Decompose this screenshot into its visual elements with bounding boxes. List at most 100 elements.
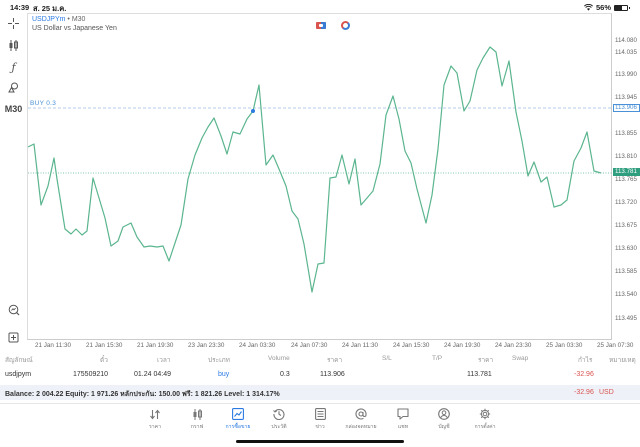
- time-tick: 21 Jan 19:30: [137, 342, 174, 349]
- cell-time: 01.24 04:49: [134, 371, 171, 378]
- time-tick: 25 Jan 07:30: [597, 342, 634, 349]
- tab-chat[interactable]: แชท: [383, 407, 423, 433]
- tab-chart[interactable]: กราฟ: [177, 407, 217, 433]
- candles-icon: [9, 39, 18, 51]
- total-profit: -32.96: [574, 389, 594, 396]
- chart-toolbar: ƒ M30: [0, 13, 27, 342]
- col-open-price[interactable]: ราคา: [327, 357, 343, 364]
- mailbox-at-icon: [355, 408, 367, 420]
- col-ticket[interactable]: ตั๋ว: [100, 357, 108, 364]
- zoom-chart-button[interactable]: [0, 300, 27, 320]
- price-line: [28, 46, 602, 293]
- balance-summary: Balance: 2 004.22 Equity: 1 971.26 หลักป…: [5, 391, 280, 398]
- col-tp[interactable]: T/P: [432, 355, 443, 362]
- function-f-icon: ƒ: [11, 60, 16, 74]
- home-indicator[interactable]: [236, 440, 404, 443]
- price-tick: 114.080: [615, 37, 637, 44]
- time-axis[interactable]: 21 Jan 11:30 21 Jan 15:30 21 Jan 19:30 2…: [27, 341, 639, 351]
- col-profit[interactable]: กำไร: [578, 357, 593, 364]
- tab-trade[interactable]: การซื้อขาย: [218, 407, 258, 433]
- symbol-separator: •: [67, 16, 70, 23]
- col-time[interactable]: เวลา: [157, 357, 171, 364]
- clock: 14:39: [10, 3, 30, 12]
- status-bar: 14:39 ส. 25 ม.ค. 56%: [0, 0, 640, 13]
- history-icon: [273, 409, 285, 420]
- settings-gear-icon: [479, 408, 491, 420]
- tab-news[interactable]: ข่าว: [300, 407, 340, 433]
- tab-settings[interactable]: การตั้งค่า: [465, 407, 505, 433]
- market-sentiment-icon[interactable]: [341, 21, 350, 30]
- tab-accounts[interactable]: บัญชี: [424, 407, 464, 433]
- buy-order-label: BUY 0.3: [30, 100, 57, 107]
- cell-volume: 0.3: [280, 371, 290, 378]
- chat-icon: [397, 408, 409, 420]
- tab-quotes[interactable]: ราคา: [135, 407, 175, 433]
- time-tick: 24 Jan 19:30: [444, 342, 481, 349]
- symbol-timeframe: M30: [71, 16, 86, 23]
- col-type[interactable]: ประเภท: [208, 357, 230, 364]
- price-tick: 113.990: [615, 71, 637, 78]
- time-tick: 24 Jan 23:30: [495, 342, 532, 349]
- time-tick: 24 Jan 07:30: [291, 342, 328, 349]
- crosshair-icon: [8, 17, 19, 29]
- price-tick: 113.810: [615, 153, 637, 160]
- balance-summary-row: Balance: 2 004.22 Equity: 1 971.26 หลักป…: [0, 385, 640, 400]
- account-currency: USD: [599, 389, 614, 396]
- price-tick: 113.540: [615, 291, 637, 298]
- cell-symbol: usdjpym: [5, 371, 32, 378]
- time-tick: 23 Jan 23:30: [188, 342, 225, 349]
- tab-mailbox[interactable]: กล่องจดหมาย: [341, 407, 381, 433]
- price-tick: 113.675: [615, 222, 637, 229]
- quotes-arrows-icon: [150, 409, 160, 419]
- time-tick: 25 Jan 03:30: [546, 342, 583, 349]
- cell-ticket: 175509210: [73, 371, 109, 378]
- price-tick: 113.720: [615, 199, 637, 206]
- tab-history[interactable]: ประวัติ: [259, 407, 299, 433]
- date: ส. 25 ม.ค.: [33, 4, 67, 13]
- col-volume[interactable]: Volume: [268, 355, 290, 362]
- cell-type: buy: [218, 371, 230, 378]
- cell-profit: -32.96: [574, 371, 594, 378]
- function-button[interactable]: ƒ: [0, 57, 27, 77]
- buy-entry-marker[interactable]: [251, 109, 255, 113]
- price-scale[interactable]: 114.080 114.035 113.990 113.945 113.906 …: [612, 13, 640, 340]
- price-tick: 113.855: [615, 130, 637, 137]
- col-sl[interactable]: S/L: [382, 355, 392, 362]
- time-tick: 21 Jan 11:30: [35, 342, 71, 349]
- add-chart-button[interactable]: [0, 327, 27, 347]
- symbol-name: USDJPYm: [32, 16, 66, 23]
- status-indicators: 56%: [583, 3, 630, 12]
- price-line-chart: [28, 46, 613, 293]
- time-tick: 24 Jan 15:30: [393, 342, 430, 349]
- time-tick: 24 Jan 03:30: [239, 342, 276, 349]
- col-comment[interactable]: หมายเหตุ: [609, 357, 636, 364]
- candles-icon: [193, 408, 202, 420]
- price-chart[interactable]: USDJPYm • M30 US Dollar vs Japanese Yen …: [27, 13, 613, 340]
- price-tick: 113.495: [615, 315, 637, 322]
- battery-icon: [614, 4, 630, 11]
- positions-table-header: สัญลักษณ์ ตั๋ว เวลา ประเภท Volume ราคา S…: [0, 352, 640, 366]
- account-icon: [438, 408, 450, 420]
- col-symbol[interactable]: สัญลักษณ์: [5, 357, 33, 364]
- position-row[interactable]: usdjpym 175509210 01.24 04:49 buy 0.3 11…: [0, 368, 640, 384]
- timeframe-button[interactable]: M30: [4, 104, 23, 114]
- price-tick: 113.630: [615, 245, 637, 252]
- current-price-tag: 113.781: [613, 168, 640, 176]
- crosshair-button[interactable]: [0, 13, 27, 33]
- battery-percent: 56%: [595, 3, 611, 12]
- col-price[interactable]: ราคา: [478, 357, 494, 364]
- buy-price-tag: 113.906: [613, 104, 640, 112]
- symbol-title: USDJPYm • M30: [32, 16, 85, 23]
- price-tick: 113.585: [615, 268, 637, 275]
- col-swap[interactable]: Swap: [512, 355, 529, 362]
- objects-button[interactable]: [0, 77, 27, 97]
- plus-square-icon: [8, 332, 19, 342]
- trade-chart-icon: [232, 408, 244, 420]
- wifi-icon: [583, 4, 593, 11]
- one-click-trading-icon[interactable]: [316, 22, 326, 29]
- indicators-button[interactable]: [0, 35, 27, 55]
- price-tick: 113.945: [615, 94, 637, 101]
- time-tick: 21 Jan 15:30: [86, 342, 123, 349]
- price-tick: 113.765: [615, 176, 637, 183]
- cell-open-price: 113.906: [320, 371, 345, 378]
